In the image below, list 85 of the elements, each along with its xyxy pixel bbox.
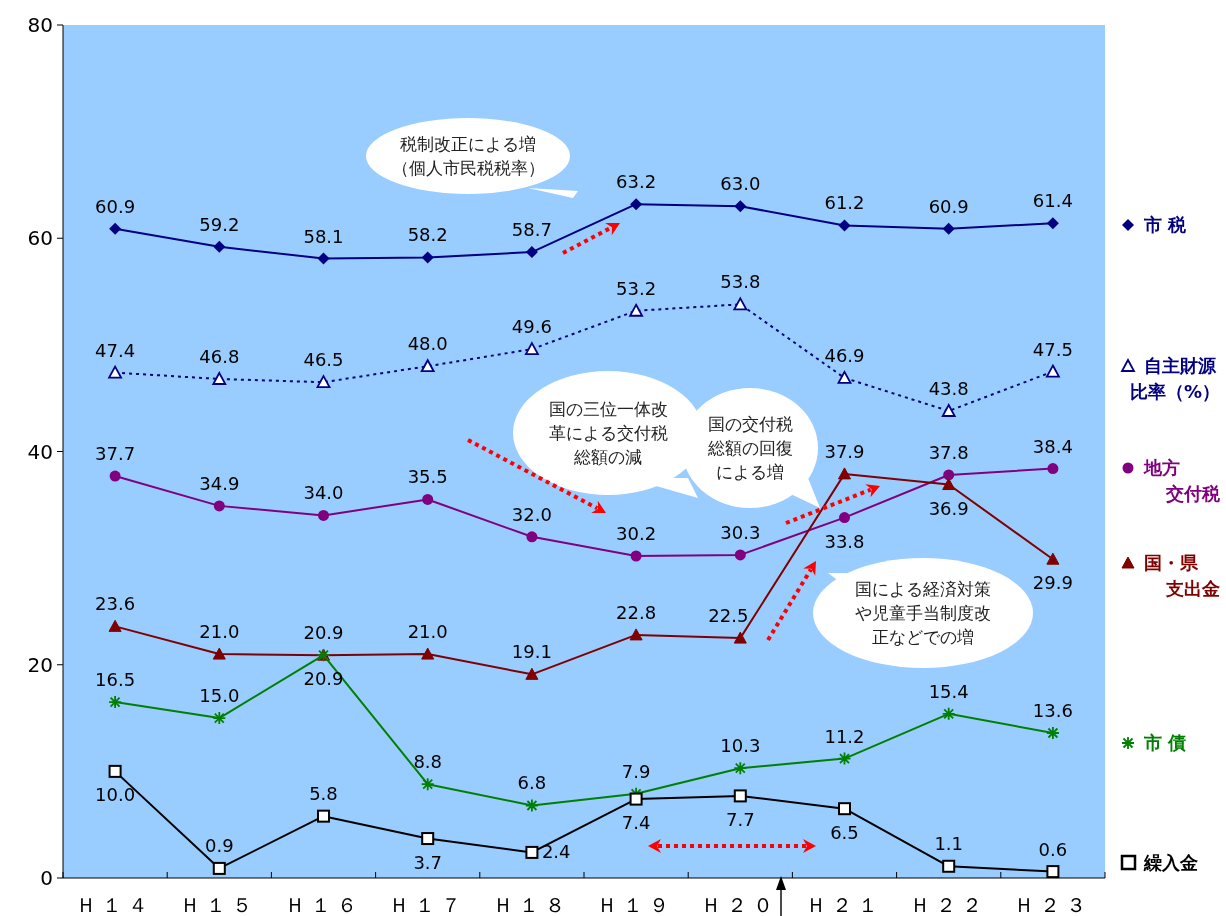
x-tick-label: Ｈ１５	[180, 893, 259, 916]
data-label: 61.4	[1032, 190, 1073, 212]
x-tick-label: Ｈ１８	[492, 893, 571, 916]
data-label: 48.0	[407, 333, 448, 355]
data-label: 21.0	[199, 621, 240, 643]
legend-label: 国・県支出金	[1144, 552, 1220, 599]
data-label: 34.0	[303, 482, 344, 504]
data-label: 60.9	[928, 195, 969, 217]
annotation: 国の三位一体改革による交付税総額の減	[548, 399, 668, 467]
data-label: 43.8	[928, 377, 969, 399]
data-label: 8.8	[413, 751, 443, 773]
data-label: 63.2	[616, 171, 657, 193]
data-label: 46.5	[303, 349, 344, 371]
x-tick-label: Ｈ１９	[597, 893, 676, 916]
data-label: 1.1	[934, 833, 964, 855]
data-label: 6.8	[517, 772, 547, 794]
data-label: 49.6	[511, 316, 552, 338]
data-label: 33.8	[824, 530, 865, 552]
y-tick-label: 60	[27, 226, 53, 251]
data-label: 20.9	[303, 668, 344, 690]
data-label: 22.8	[616, 601, 657, 623]
data-label: 19.1	[511, 641, 552, 663]
data-label: 53.8	[720, 271, 761, 293]
legend-label: 繰入金	[1143, 852, 1198, 873]
data-label: 15.0	[199, 685, 240, 707]
x-tick-label: Ｈ１６	[284, 893, 363, 916]
data-label: 46.9	[824, 344, 865, 366]
legend-label: 市 債	[1143, 732, 1187, 753]
data-label: 60.9	[95, 195, 136, 217]
legend-label: 市 税	[1143, 214, 1188, 235]
x-tick-label: Ｈ１４	[76, 893, 155, 916]
legend-label: 地方交付税	[1143, 457, 1221, 504]
x-tick-label: Ｈ２０	[701, 893, 780, 916]
legend-label: 自主財源比率（%）	[1129, 355, 1220, 402]
annotation: 国による経済対策や児童手当制度改正などでの増	[855, 579, 991, 647]
data-label: 20.9	[303, 622, 344, 644]
y-tick-label: 0	[40, 866, 53, 890]
data-label: 59.2	[199, 213, 240, 235]
data-label: 36.9	[928, 497, 969, 519]
data-label: 37.7	[95, 443, 136, 465]
y-tick-label: 80	[27, 13, 53, 37]
data-label: 53.2	[616, 277, 657, 299]
data-label: 37.9	[824, 440, 865, 462]
data-label: 58.7	[511, 219, 552, 241]
y-tick-label: 40	[27, 439, 53, 464]
x-tick-label: Ｈ２２	[909, 893, 988, 916]
data-label: 21.0	[407, 621, 448, 643]
data-label: 46.8	[199, 345, 240, 367]
data-label: 29.9	[1032, 572, 1073, 594]
data-label: 47.5	[1032, 338, 1073, 360]
data-label: 5.8	[309, 783, 338, 805]
data-label: 7.9	[621, 760, 651, 782]
data-label: 22.5	[708, 605, 749, 627]
data-label: 15.4	[928, 680, 969, 702]
data-label: 30.2	[616, 522, 657, 544]
data-label: 0.9	[204, 835, 234, 857]
annotation: 税制改正による増（個人市民税税率）	[391, 134, 545, 178]
annotation: 国の交付税総額の回復による増	[706, 414, 793, 482]
data-label: 34.9	[199, 472, 240, 494]
data-label: 61.2	[824, 192, 865, 214]
data-label: 23.6	[95, 593, 136, 615]
data-label: 10.0	[95, 784, 136, 806]
data-label: 10.3	[720, 735, 761, 757]
data-label: 7.4	[621, 812, 651, 834]
data-label: 30.3	[720, 521, 761, 543]
data-label: 38.4	[1032, 435, 1073, 457]
data-label: 11.2	[824, 725, 865, 747]
data-label: 2.4	[541, 841, 571, 863]
data-label: 63.0	[720, 173, 761, 195]
data-label: 32.0	[511, 503, 552, 525]
data-label: 6.5	[830, 821, 859, 843]
data-label: 7.7	[725, 808, 755, 830]
data-label: 3.7	[413, 851, 443, 873]
data-label: 47.4	[95, 339, 136, 361]
x-tick-label: Ｈ１７	[388, 893, 467, 916]
data-label: 13.6	[1032, 699, 1073, 721]
data-label: 0.6	[1038, 838, 1068, 860]
x-tick-label: Ｈ２１	[805, 893, 884, 916]
data-label: 58.1	[303, 225, 344, 247]
data-label: 58.2	[407, 224, 448, 246]
data-label: 35.5	[407, 466, 448, 488]
data-label: 37.8	[928, 441, 969, 463]
y-tick-label: 20	[27, 652, 53, 677]
x-tick-label: Ｈ２３	[1013, 893, 1092, 916]
data-label: 16.5	[95, 669, 136, 691]
